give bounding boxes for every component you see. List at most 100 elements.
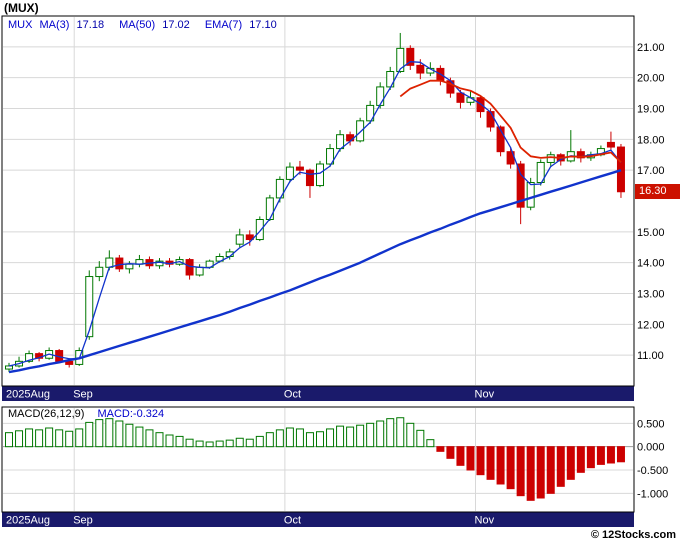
macd-bar-positive [135,426,144,448]
macd-bar-negative [526,446,535,501]
candle-body [396,47,405,72]
macd-bar-negative [496,446,505,485]
macd-value-label: MACD:-0.324 [97,408,165,420]
macd-bar-negative [616,446,625,463]
candle-body [376,86,385,106]
macd-bar-negative [436,446,445,452]
macd-bar-positive [265,432,274,448]
macd-bar-positive [285,427,294,448]
candle-body [115,257,124,270]
y-tick-label: -0.500 [637,465,668,477]
y-tick-label: 0.000 [637,442,665,454]
macd-bar-positive [215,440,224,448]
candle-body [245,234,254,241]
symbol-label: MUX [8,19,33,31]
y-tick-label: 21.00 [637,42,665,54]
x-axis-bar [2,512,634,527]
macd-bar-positive [5,432,13,448]
y-tick-label: 0.500 [637,418,665,430]
candle-body [185,259,194,276]
macd-bar-positive [25,428,34,448]
candle-body [65,360,74,365]
candle-body [456,92,465,103]
macd-bar-negative [596,446,605,465]
macd-bar-negative [486,446,495,480]
macd-bar-negative [456,446,465,466]
candle-body [95,266,104,278]
macd-bar-positive [275,429,284,448]
macd-bar-positive [396,417,405,448]
x-axis-bar [2,386,634,401]
x-axis-label: Nov [475,389,495,401]
macd-bar-negative [576,446,585,473]
macd-bar-negative [546,446,555,494]
candle-body [616,146,625,193]
candle-body [255,219,264,241]
macd-bar-positive [95,419,104,448]
macd-bar-positive [165,434,174,448]
macd-bar-positive [316,431,324,448]
ma3-label: MA(3) [39,19,70,31]
macd-bar-positive [125,423,134,448]
macd-bar-negative [566,446,575,480]
macd-bar-positive [55,429,64,448]
macd-bar-negative [466,446,475,471]
candle-body [416,64,425,74]
macd-bar-positive [45,427,54,448]
macd-bar-positive [105,418,114,448]
y-tick-label: 18.00 [637,134,665,146]
macd-params-label: MACD(26,12,9) [8,408,85,420]
macd-bar-positive [115,420,124,448]
macd-plot-border [1,406,635,513]
candle-body [546,154,555,163]
candle-body [5,365,13,370]
macd-bar-negative [606,446,615,464]
ma3-line [8,61,622,367]
macd-bar-positive [195,440,204,448]
candle-body [326,148,335,165]
y-tick-label: 14.00 [637,258,665,270]
macd-bar-negative [536,446,545,499]
macd-bar-positive [85,421,94,448]
macd-bar-negative [446,446,455,459]
macd-bar-positive [305,432,314,448]
y-tick-label: 11.00 [637,350,664,362]
x-axis-label: 2025Aug [6,515,50,527]
macd-bar-positive [35,429,44,448]
y-tick-label: 17.00 [637,165,665,177]
candle-body [235,234,244,245]
candle-body [486,111,495,128]
y-tick-label: 12.00 [637,319,665,331]
candle-body [285,166,294,180]
macd-bar-negative [516,446,525,497]
macd-bar-positive [406,422,415,448]
watermark-12stocks: © 12Stocks.com [590,529,676,541]
macd-bar-negative [556,446,565,487]
macd-bar-positive [255,435,264,448]
y-tick-label: -1.000 [637,488,668,500]
candle-body [496,126,505,153]
x-axis-label: Nov [475,515,495,527]
candle-body [606,141,615,148]
ema7-value: 17.10 [249,19,277,31]
ma3-value: 17.18 [76,19,105,31]
macd-bar-positive [376,420,385,448]
ma50-line [8,169,622,374]
ma50-value: 17.02 [162,19,190,31]
x-axis-label: 2025Aug [6,389,50,401]
candle-body [305,169,314,187]
macd-bar-positive [295,428,304,448]
page-title: (MUX) [4,1,39,15]
last-price-tag: 16.30 [635,183,680,199]
candle-body [366,104,375,122]
macd-bar-positive [245,438,254,448]
candle-body [516,163,525,208]
macd-bar-positive [336,425,345,448]
macd-bar-negative [506,446,515,490]
macd-bar-positive [155,432,164,448]
y-tick-label: 20.00 [637,73,665,85]
candle-body [85,276,94,338]
